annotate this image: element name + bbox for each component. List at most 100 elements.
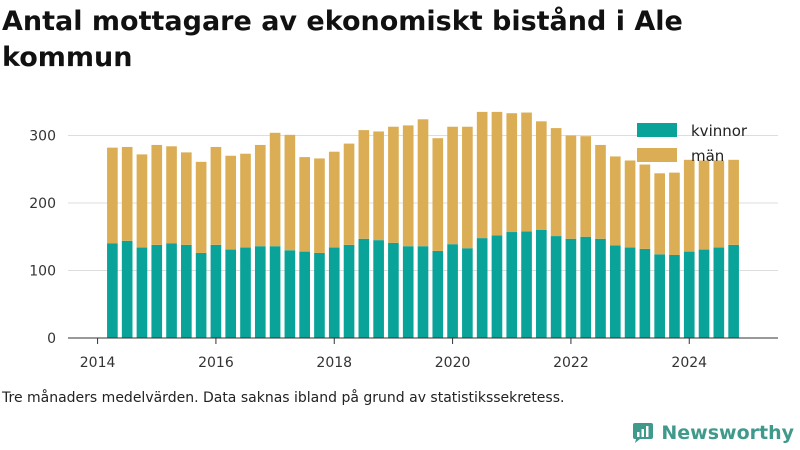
bar-kvinnor xyxy=(669,254,680,338)
bar-kvinnor xyxy=(506,232,518,338)
bar-kvinnor xyxy=(240,247,251,338)
bar-man xyxy=(121,146,133,241)
bar-man xyxy=(373,131,384,241)
bar-man xyxy=(595,144,606,239)
bar-kvinnor xyxy=(269,246,281,338)
chart-title: Antal mottagare av ekonomiskt bistånd i … xyxy=(2,6,683,73)
bar-man xyxy=(698,160,710,250)
bar-kvinnor xyxy=(462,248,473,338)
bar-kvinnor xyxy=(151,244,163,338)
x-tick-label: 2022 xyxy=(553,355,589,371)
legend: kvinnor män xyxy=(637,122,748,165)
bar-kvinnor xyxy=(595,238,606,338)
y-tick-label: 0 xyxy=(47,331,56,347)
bar-kvinnor xyxy=(299,251,310,338)
bar-kvinnor xyxy=(565,238,577,338)
x-tick-label: 2016 xyxy=(198,355,234,371)
bar-kvinnor xyxy=(314,252,325,338)
bar-man xyxy=(432,138,444,251)
bar-man xyxy=(195,161,207,253)
bar-kvinnor xyxy=(432,250,444,338)
axes: 0 100 200 300 2014 2016 2018 2020 2022 2024 xyxy=(29,129,778,371)
bar-kvinnor xyxy=(121,240,133,338)
x-tick-label: 2020 xyxy=(435,355,471,371)
bar-man xyxy=(580,136,592,237)
bar-kvinnor xyxy=(136,247,148,338)
bar-kvinnor xyxy=(328,247,340,338)
legend-swatch-man xyxy=(637,148,677,162)
bar-kvinnor xyxy=(550,236,562,338)
bar-man xyxy=(254,144,266,247)
bar-kvinnor xyxy=(358,238,370,338)
bar-kvinnor xyxy=(417,246,429,338)
bar-man xyxy=(240,153,251,248)
bar-man xyxy=(181,152,192,245)
x-tick-label: 2014 xyxy=(80,355,116,371)
bar-man xyxy=(388,126,399,243)
bar-kvinnor xyxy=(713,247,725,338)
bar-man xyxy=(269,132,281,247)
bar-man xyxy=(654,173,665,255)
y-tick-label: 100 xyxy=(29,264,56,280)
newsworthy-logo-icon xyxy=(633,423,654,443)
bar-kvinnor xyxy=(683,251,695,338)
x-tick-label: 2024 xyxy=(671,355,707,371)
bar-kvinnor xyxy=(624,247,636,338)
bar-man xyxy=(166,146,177,244)
bar-kvinnor xyxy=(388,242,399,338)
bar-man xyxy=(402,125,414,247)
bar-kvinnor xyxy=(195,252,207,338)
bar-man xyxy=(476,111,488,239)
bar-kvinnor xyxy=(225,249,237,338)
bar-kvinnor xyxy=(166,243,177,338)
bar-man xyxy=(136,154,148,248)
x-tick-label: 2018 xyxy=(316,355,352,371)
chart-footnote: Tre månaders medelvärden. Data saknas ib… xyxy=(2,390,565,406)
bar-man xyxy=(713,160,725,248)
bars xyxy=(107,111,739,339)
legend-label: kvinnor xyxy=(691,122,748,140)
bar-kvinnor xyxy=(476,238,488,338)
brand-logo[interactable]: Newsworthy xyxy=(631,418,794,448)
bar-man xyxy=(536,121,547,230)
bar-kvinnor xyxy=(654,254,665,338)
bar-man xyxy=(506,113,518,233)
bar-kvinnor xyxy=(447,244,458,338)
bar-man xyxy=(669,172,680,255)
legend-label: män xyxy=(691,147,724,165)
bar-man xyxy=(550,128,562,237)
legend-swatch-kvinnor xyxy=(637,123,677,137)
bar-kvinnor xyxy=(402,246,414,338)
bar-man xyxy=(639,164,651,249)
bar-man xyxy=(491,111,503,236)
bar-man xyxy=(151,144,163,245)
bar-man xyxy=(683,159,695,252)
brand-name: Newsworthy xyxy=(661,422,794,444)
bar-man xyxy=(447,126,458,245)
stacked-bar-chart: 0 100 200 300 2014 2016 2018 2020 2022 2024 kvinn… xyxy=(29,111,778,371)
bar-man xyxy=(314,158,325,253)
bar-kvinnor xyxy=(343,244,355,338)
bar-man xyxy=(417,119,429,247)
bar-kvinnor xyxy=(254,246,266,338)
bar-kvinnor xyxy=(698,249,710,338)
bar-man xyxy=(728,159,739,245)
bar-kvinnor xyxy=(107,243,118,338)
bar-man xyxy=(210,146,222,245)
bar-man xyxy=(609,156,621,246)
bar-man xyxy=(225,155,237,250)
bar-kvinnor xyxy=(373,240,384,339)
y-tick-label: 200 xyxy=(29,196,56,212)
bar-kvinnor xyxy=(521,231,532,338)
bar-kvinnor xyxy=(491,235,503,338)
bar-kvinnor xyxy=(284,250,296,338)
bar-kvinnor xyxy=(728,244,739,338)
bar-man xyxy=(328,151,340,248)
bar-kvinnor xyxy=(580,236,592,338)
bar-man xyxy=(624,160,636,248)
bar-man xyxy=(462,126,473,249)
bar-man xyxy=(343,143,355,245)
bar-kvinnor xyxy=(609,245,621,338)
bar-man xyxy=(284,134,296,251)
bar-man xyxy=(565,135,577,239)
